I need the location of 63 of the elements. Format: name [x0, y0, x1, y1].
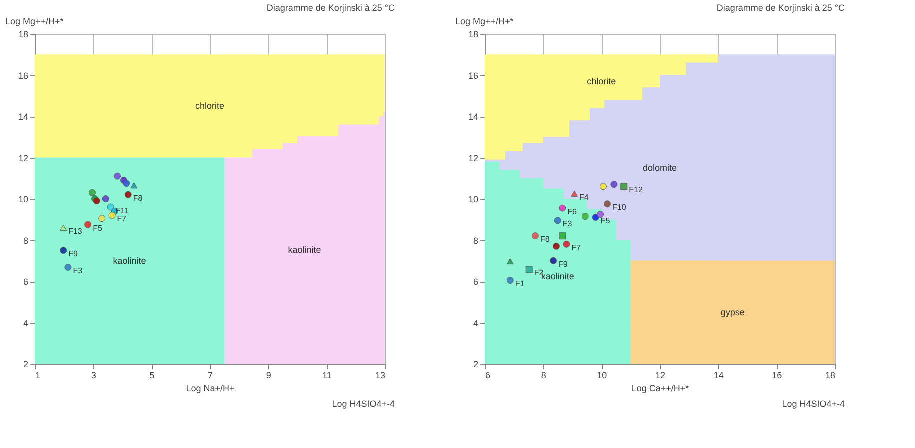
x-tick-label: 10 [597, 370, 608, 380]
annotation: F9 [558, 260, 568, 269]
x-tick-label: 3 [91, 370, 96, 380]
annotation: F3 [562, 220, 573, 229]
y-tick-label: 14 [18, 112, 28, 122]
x-tick-label: 13 [375, 370, 386, 380]
series-label: gypse [720, 307, 745, 318]
annotation: F6 [568, 207, 578, 216]
series-label: kaolinite [288, 245, 322, 256]
y-tick-label: 2 [473, 360, 478, 370]
annotation: F1 [515, 279, 526, 288]
series-label: chlorite [195, 101, 225, 112]
x-tick-label: 6 [486, 370, 491, 380]
annotation: F5 [93, 224, 103, 233]
x-tick-label: 16 [772, 370, 782, 380]
annotation: F10 [612, 203, 627, 212]
x-tick-label: 5 [150, 370, 155, 380]
y-tick-label: 10 [18, 194, 28, 204]
series-label: dolomite [642, 163, 678, 174]
x-tick-label: 1 [36, 370, 41, 380]
y-tick-label: 18 [18, 30, 28, 40]
y-axis-title: Log Mg++/H+* [456, 16, 514, 26]
annotation: F7 [572, 243, 582, 252]
x-axis-title: Log Na+/H+ [186, 384, 235, 394]
x-tick-label: 12 [655, 370, 666, 380]
text: Log H4SIO4+-4 [782, 399, 845, 409]
y-tick-label: 10 [468, 194, 478, 204]
x-tick-label: 7 [208, 370, 214, 380]
x-tick-label: 8 [541, 370, 546, 380]
x-axis-title: Log Ca++/H+* [632, 384, 690, 394]
y-tick-label: 6 [473, 277, 478, 287]
y-tick-label: 8 [473, 236, 478, 246]
annotation: F7 [117, 214, 128, 224]
y-tick-label: 2 [23, 360, 28, 370]
y-tick-label: 4 [23, 318, 28, 328]
y-tick-label: 6 [23, 277, 28, 287]
text: Log H4SIO4+-4 [332, 399, 395, 409]
y-axis-title: Log Mg++/H+* [6, 16, 64, 26]
y-tick-label: 14 [468, 112, 478, 122]
chart-title: Diagramme de Korjinski à 25 °C [266, 3, 396, 13]
annotation: F11 [116, 206, 130, 216]
annotation: F8 [133, 194, 144, 203]
annotation: F12 [629, 186, 644, 195]
series-label: chlorite [587, 76, 616, 86]
annotation: F5 [600, 216, 611, 226]
x-tick-label: 14 [714, 370, 724, 380]
y-tick-label: 16 [468, 70, 478, 81]
annotation: F13 [68, 226, 83, 236]
annotation: F3 [73, 266, 84, 276]
annotation: F4 [580, 192, 590, 202]
annotation: F8 [540, 235, 550, 244]
y-tick-label: 12 [468, 153, 478, 164]
x-tick-label: 9 [266, 370, 272, 380]
chart-title: Diagramme de Korjinski à 25 °C [716, 3, 846, 13]
y-tick-label: 18 [468, 30, 478, 40]
y-tick-label: 4 [473, 318, 478, 328]
annotation: F9 [68, 250, 78, 259]
y-tick-label: 12 [18, 153, 28, 164]
y-tick-label: 8 [23, 236, 28, 246]
y-tick-label: 16 [18, 70, 28, 81]
x-tick-label: 11 [322, 370, 332, 380]
x-tick-label: 18 [825, 370, 836, 380]
series-label: kaolinite [113, 256, 146, 266]
